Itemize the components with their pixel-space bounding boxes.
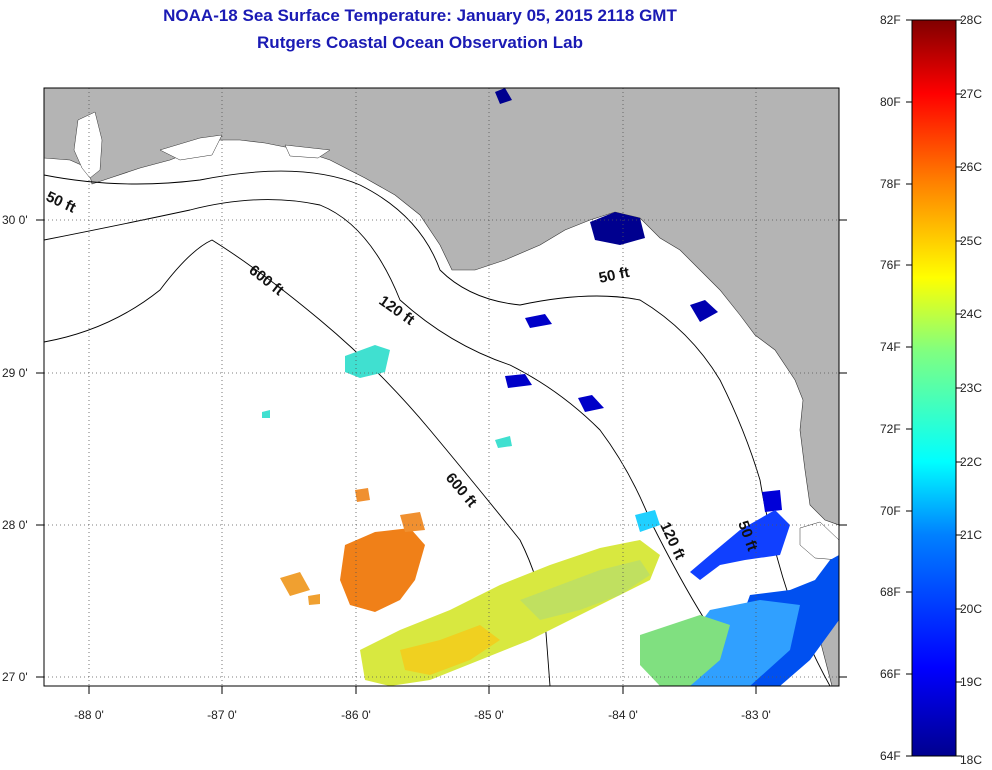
colorbar-c-label: 27C <box>960 87 982 101</box>
colorbar-f-label: 64F <box>880 749 901 763</box>
sst-patch <box>308 594 320 605</box>
coastal-bay <box>284 144 331 159</box>
colorbar-f-label: 82F <box>880 13 901 27</box>
land-mass <box>44 88 839 526</box>
sst-patch <box>690 510 790 580</box>
lon-tick-label: -83 0' <box>741 708 771 722</box>
colorbar-f-label: 80F <box>880 95 901 109</box>
contour-label: 50 ft <box>597 264 631 287</box>
colorbar-c-label: 22C <box>960 455 982 469</box>
sst-patch <box>345 345 390 378</box>
map-area <box>44 88 839 686</box>
colorbar-f-label: 66F <box>880 667 901 681</box>
lon-tick-label: -87 0' <box>207 708 237 722</box>
colorbar-c-label: 20C <box>960 602 982 616</box>
axis-ticks <box>36 219 847 694</box>
sst-patch <box>578 395 604 412</box>
sst-patch <box>640 615 730 686</box>
lat-tick-label: 30 0' <box>2 213 28 227</box>
map-title: NOAA-18 Sea Surface Temperature: January… <box>163 6 677 25</box>
sst-patch <box>280 572 310 596</box>
lat-tick-label: 28 0' <box>2 518 28 532</box>
colorbar-c-label: 24C <box>960 307 982 321</box>
colorbar-f-label: 72F <box>880 422 901 436</box>
colorbar-c-label: 28C <box>960 13 982 27</box>
sst-patch <box>355 488 370 502</box>
sst-patch <box>495 88 512 104</box>
colorbar-c-label: 19C <box>960 675 982 689</box>
colorbar-gradient <box>911 19 957 757</box>
colorbar-f-label: 68F <box>880 585 901 599</box>
colorbar-f-label: 74F <box>880 340 901 354</box>
map-subtitle: Rutgers Coastal Ocean Observation Lab <box>257 33 583 52</box>
sst-patch <box>525 314 552 328</box>
lat-tick-label: 27 0' <box>2 670 28 684</box>
map-frame <box>43 87 840 687</box>
colorbar-f-label: 76F <box>880 258 901 272</box>
lon-tick-label: -86 0' <box>341 708 371 722</box>
sst-patch <box>635 510 660 532</box>
colorbar-c-label: 23C <box>960 381 982 395</box>
mobile-bay <box>73 111 103 179</box>
lon-tick-label: -88 0' <box>74 708 104 722</box>
tampa-bay <box>799 521 839 561</box>
colorbar-c-label: 18C <box>960 753 982 767</box>
colorbar-c-label: 25C <box>960 234 982 248</box>
sst-patch <box>590 212 645 245</box>
sst-patch <box>505 374 532 388</box>
sst-patch <box>262 410 270 418</box>
coastal-bay <box>159 134 223 161</box>
colorbar: 82F 80F 78F 76F 74F 72F 70F 68F 66F 64F … <box>880 13 982 767</box>
lat-tick-label: 29 0' <box>2 366 28 380</box>
colorbar-f-label: 70F <box>880 504 901 518</box>
colorbar-c-label: 26C <box>960 160 982 174</box>
sst-patch <box>400 625 500 675</box>
graticule <box>44 88 839 686</box>
sst-patch <box>690 300 718 322</box>
sst-patch <box>762 490 782 512</box>
sst-patch <box>400 512 425 532</box>
sst-patch <box>495 436 512 448</box>
colorbar-f-label: 78F <box>880 177 901 191</box>
lon-tick-label: -85 0' <box>474 708 504 722</box>
lon-tick-label: -84 0' <box>608 708 638 722</box>
sst-patch <box>520 560 650 620</box>
contour-120ft <box>44 199 746 686</box>
sst-patch <box>340 528 425 612</box>
colorbar-c-label: 21C <box>960 528 982 542</box>
